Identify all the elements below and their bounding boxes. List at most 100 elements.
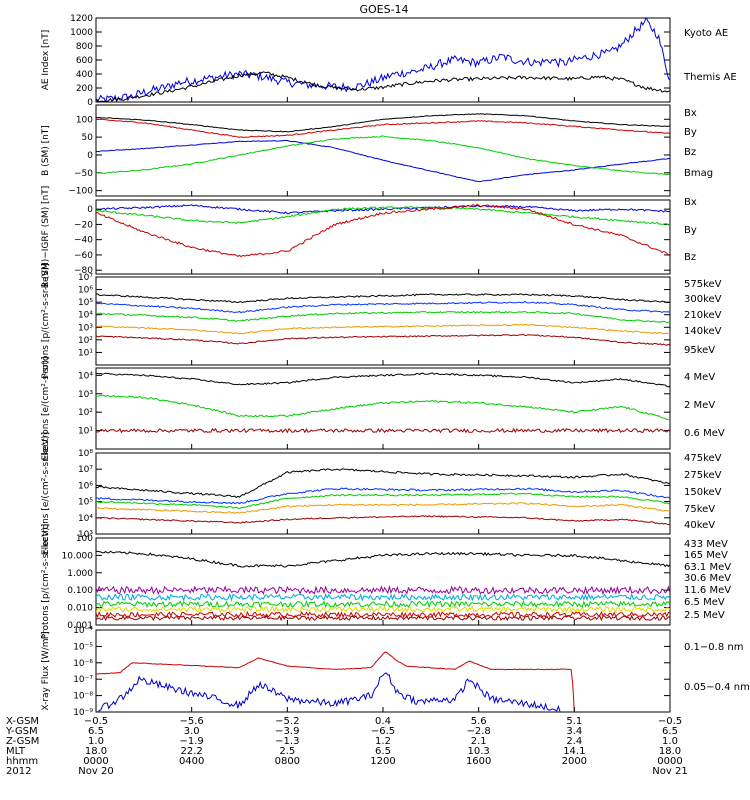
axis-value: 1.0 (662, 736, 678, 747)
axis-value: −5.2 (275, 716, 299, 727)
legend-label: 150keV (684, 487, 722, 498)
axis-row-label: Z-GSM (6, 736, 39, 747)
series-line-xr-1 (97, 672, 561, 712)
y-axis-label: Protons [p/(cm²-s-sr-keV)] (41, 263, 51, 379)
axis-value: 5.6 (471, 716, 487, 727)
series-line-b-3 (96, 113, 670, 133)
legend-label: By (684, 225, 697, 236)
panel-pr: 10¹ 10² 10³ 10⁴ 10⁵ 10⁶ 10⁷ Protons [p/(cm²-s-s… (41, 263, 722, 379)
panel-frame (95, 276, 671, 366)
y-tick-label: 1200 (70, 14, 93, 24)
axis-value: −2.8 (467, 726, 491, 737)
legend-label: 475keV (684, 453, 722, 464)
axis-value: 14.1 (563, 746, 585, 757)
y-tick-label: 0 (87, 98, 93, 108)
axis-value: 2.4 (566, 736, 582, 747)
axis-value: −0.5 (84, 716, 108, 727)
y-tick-label: 10³ (78, 530, 93, 540)
axis-value: −1.3 (275, 736, 299, 747)
y-tick-label: 10¹ (78, 348, 93, 358)
y-axis-label: B (SM)−IGRF (SM) [nT] (41, 186, 51, 289)
axis-row-label: MLT (6, 746, 26, 757)
legend-label: 40keV (684, 520, 715, 531)
panel-frame (95, 17, 671, 103)
series-line-pr-1 (96, 300, 670, 314)
y-tick-label: −80 (74, 266, 93, 276)
axis-value: 5.1 (566, 716, 582, 727)
legend-label: Bx (684, 197, 697, 208)
y-tick-label: 10⁵ (78, 298, 93, 308)
y-tick-label: 10⁻⁷ (73, 675, 93, 685)
series-group (96, 468, 670, 526)
y-axis-label: B (SM) [nT] (41, 125, 51, 176)
y-tick-label: −40 (74, 236, 93, 246)
y-tick-label: 800 (76, 42, 93, 52)
y-tick-label: 10⁷ (78, 465, 93, 475)
axis-value: 18.0 (659, 746, 681, 757)
axis-value: 0400 (179, 756, 204, 767)
series-line-hp-2 (96, 605, 670, 614)
y-tick-label: 1.000 (67, 569, 93, 579)
y-tick-label: 10.000 (62, 551, 94, 561)
legend-label: 210keV (684, 310, 722, 321)
series-line-pr-0 (96, 293, 670, 304)
legend-label: Themis AE (683, 72, 737, 83)
series-line-pr-2 (96, 310, 670, 324)
y-tick-label: 100 (76, 534, 93, 544)
y-axis-label: Electrons [e/(cm²-s-sr-keV)] (41, 432, 51, 555)
legend-label: 75keV (684, 504, 715, 515)
axis-value: 3.0 (184, 726, 200, 737)
legend-label: 95keV (684, 345, 715, 356)
axis-value: 1.2 (375, 736, 391, 747)
y-tick-label: 10⁶ (78, 481, 93, 491)
y-axis-label: Electrons [e/(cm²-s-sr)] (41, 357, 51, 461)
series-line-el2-0 (96, 515, 670, 526)
series-line-ae-1 (96, 71, 670, 102)
y-tick-label: 10⁴ (78, 514, 93, 524)
axis-value: −1.9 (180, 736, 204, 747)
series-line-bd-2 (96, 203, 670, 258)
series-line-hp-1 (96, 610, 670, 619)
y-tick-label: −20 (74, 220, 93, 230)
panel-bd: −80 −60 −40 −20 0 B (SM)−IGRF (SM) [nT] Bx By Bz (41, 186, 697, 289)
legend-label: 300keV (684, 294, 722, 305)
series-line-hp-0 (96, 614, 670, 622)
y-tick-label: 10⁻⁹ (73, 708, 93, 718)
legend-label: 30.6 MeV (684, 573, 731, 584)
plot-title: GOES-14 (359, 3, 408, 16)
y-tick-label: 0 (87, 151, 93, 161)
panel-ae: 0 200 400 600 800 1000 1200 AE Index [nT] Kyoto … (41, 14, 737, 108)
series-line-hp-4 (96, 592, 670, 602)
y-tick-label: 10⁻⁶ (73, 659, 93, 669)
axis-value: 1200 (370, 756, 395, 767)
legend-label: Bx (684, 108, 697, 119)
y-tick-label: 10¹ (78, 427, 93, 437)
y-tick-label: 1000 (70, 28, 93, 38)
y-tick-label: −100 (68, 187, 93, 197)
orbit-axis: X-GSMY-GSMZ-GSMMLThhmm2012−0.56.51.018.0… (5, 716, 688, 777)
panel-hp: 0.001 0.010 0.100 1.000 10.000 100 Protons [p/… (41, 524, 731, 640)
legend-label: 140keV (684, 326, 722, 337)
y-tick-label: 100 (76, 115, 93, 125)
legend-label: 433 MeV (684, 539, 728, 550)
panel-frame (95, 104, 671, 197)
y-tick-label: 0 (87, 205, 93, 215)
y-axis-label: AE Index [nT] (41, 30, 51, 91)
y-tick-label: −50 (74, 169, 93, 179)
legend-label: 575keV (684, 279, 722, 290)
y-tick-label: 0.010 (67, 604, 93, 614)
y-tick-label: 10⁴ (78, 311, 93, 321)
legend-label: Kyoto AE (684, 28, 728, 39)
axis-value: 6.5 (662, 726, 678, 737)
y-tick-label: 10⁶ (78, 286, 93, 296)
axis-value: 2.5 (279, 746, 295, 757)
series-line-b-0 (96, 139, 670, 183)
series-line-hp-6 (96, 550, 670, 568)
y-tick-label: 10⁻⁴ (73, 626, 93, 636)
y-tick-label: 10³ (78, 390, 93, 400)
series-line-el1-1 (96, 394, 670, 421)
legend-label: 2 MeV (684, 400, 715, 411)
legend-label: 0.05−0.4 nm (684, 682, 750, 693)
